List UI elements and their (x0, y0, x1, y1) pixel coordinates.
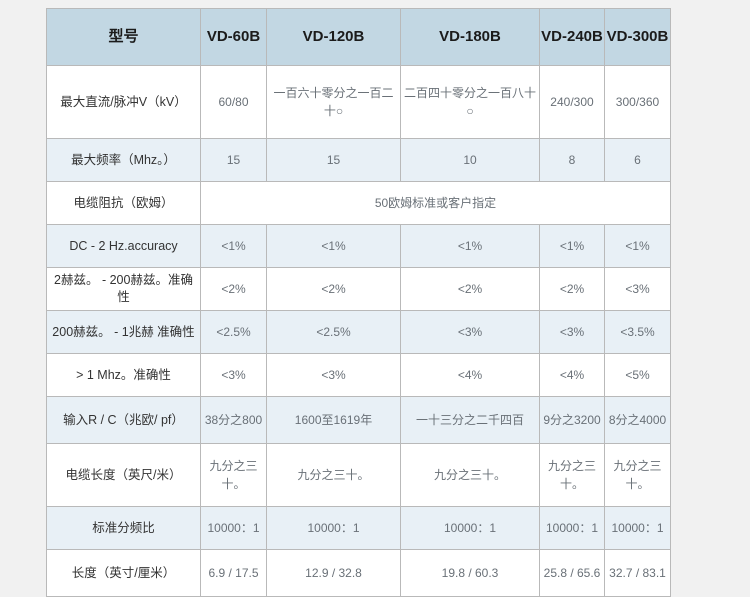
row-label-cell: 电缆阻抗（欧姆） (46, 181, 201, 225)
value-cell: <3% (200, 353, 267, 397)
table-row: 输入R / C（兆欧/ pf） 38分之800 1600至1619年 一十三分之二千四… (46, 396, 671, 444)
value-cell: 九分之三十。 (539, 443, 605, 507)
table-header: 型号 VD-60B VD-120B VD-180B VD-240B VD-300B (46, 8, 671, 66)
value-cell: 10000：1 (400, 506, 540, 550)
header-row: 型号 VD-60B VD-120B VD-180B VD-240B VD-300B (46, 8, 671, 66)
value-cell: 6 (604, 138, 671, 182)
value-cell: 12.9 / 32.8 (266, 549, 401, 597)
value-cell: <2% (539, 267, 605, 311)
row-label-cell: 最大直流/脉冲V（kV） (46, 65, 201, 139)
table-row: 电缆长度（英尺/米） 九分之三十。 九分之三十。 九分之三十。 九分之三十。 九分之三十。 (46, 443, 671, 507)
value-cell: 一百六十零分之一百二十○ (266, 65, 401, 139)
value-cell: 9分之3200 (539, 396, 605, 444)
value-cell: <1% (604, 224, 671, 268)
value-cell: 九分之三十。 (200, 443, 267, 507)
value-cell: 九分之三十。 (604, 443, 671, 507)
table-row: 电缆阻抗（欧姆） 50欧姆标准或客户指定 (46, 181, 671, 225)
row-label-cell: 电缆长度（英尺/米） (46, 443, 201, 507)
value-cell: <3% (400, 310, 540, 354)
value-cell: <1% (539, 224, 605, 268)
value-cell: <3.5% (604, 310, 671, 354)
value-cell: 一十三分之二千四百 (400, 396, 540, 444)
value-cell: 九分之三十。 (266, 443, 401, 507)
header-cell-model: VD-300B (604, 8, 671, 66)
value-cell: 240/300 (539, 65, 605, 139)
value-cell: <1% (400, 224, 540, 268)
row-label-cell: > 1 Mhz。准确性 (46, 353, 201, 397)
value-cell: 300/360 (604, 65, 671, 139)
value-cell: 10000：1 (604, 506, 671, 550)
value-cell: <2% (200, 267, 267, 311)
value-cell: <1% (200, 224, 267, 268)
row-label-cell: 2赫兹。 - 200赫兹。准确性 (46, 267, 201, 311)
value-cell: 10000：1 (266, 506, 401, 550)
value-cell: 九分之三十。 (400, 443, 540, 507)
table-row: 200赫兹。 - 1兆赫 准确性 <2.5% <2.5% <3% <3% <3.5% (46, 310, 671, 354)
row-label-cell: 最大频率（Mhz。） (46, 138, 201, 182)
row-label-cell: 200赫兹。 - 1兆赫 准确性 (46, 310, 201, 354)
value-cell: <1% (266, 224, 401, 268)
row-span-value-cell: 50欧姆标准或客户指定 (200, 181, 671, 225)
header-cell-model: VD-240B (539, 8, 605, 66)
value-cell: <4% (400, 353, 540, 397)
value-cell: 15 (200, 138, 267, 182)
header-cell-model: VD-60B (200, 8, 267, 66)
value-cell: 二百四十零分之一百八十○ (400, 65, 540, 139)
value-cell: <5% (604, 353, 671, 397)
value-cell: 32.7 / 83.1 (604, 549, 671, 597)
table-body: 最大直流/脉冲V（kV） 60/80 一百六十零分之一百二十○ 二百四十零分之一百八十… (46, 65, 671, 597)
value-cell: 25.8 / 65.6 (539, 549, 605, 597)
value-cell: <3% (266, 353, 401, 397)
header-cell-model-label: 型号 (46, 8, 201, 66)
value-cell: <4% (539, 353, 605, 397)
value-cell: <2.5% (266, 310, 401, 354)
table-row: DC - 2 Hz.accuracy <1% <1% <1% <1% <1% (46, 224, 671, 268)
table-row: > 1 Mhz。准确性 <3% <3% <4% <4% <5% (46, 353, 671, 397)
table-row: 标准分频比 10000：1 10000：1 10000：1 10000：1 10000：1 (46, 506, 671, 550)
value-cell: 6.9 / 17.5 (200, 549, 267, 597)
value-cell: <3% (539, 310, 605, 354)
value-cell: 15 (266, 138, 401, 182)
table-row: 2赫兹。 - 200赫兹。准确性 <2% <2% <2% <2% <3% (46, 267, 671, 311)
value-cell: 8 (539, 138, 605, 182)
value-cell: <2.5% (200, 310, 267, 354)
value-cell: 1600至1619年 (266, 396, 401, 444)
value-cell: <2% (400, 267, 540, 311)
header-cell-model: VD-120B (266, 8, 401, 66)
table-row: 长度（英寸/厘米） 6.9 / 17.5 12.9 / 32.8 19.8 / 60.… (46, 549, 671, 597)
value-cell: 19.8 / 60.3 (400, 549, 540, 597)
value-cell: 38分之800 (200, 396, 267, 444)
header-cell-model: VD-180B (400, 8, 540, 66)
row-label-cell: 输入R / C（兆欧/ pf） (46, 396, 201, 444)
table-row: 最大频率（Mhz。） 15 15 10 8 6 (46, 138, 671, 182)
row-label-cell: 长度（英寸/厘米） (46, 549, 201, 597)
product-spec-table: 型号 VD-60B VD-120B VD-180B VD-240B VD-300B 最大直… (46, 8, 671, 597)
row-label-cell: 标准分频比 (46, 506, 201, 550)
table-row: 最大直流/脉冲V（kV） 60/80 一百六十零分之一百二十○ 二百四十零分之一百八十… (46, 65, 671, 139)
row-label-cell: DC - 2 Hz.accuracy (46, 224, 201, 268)
value-cell: <2% (266, 267, 401, 311)
value-cell: 8分之4000 (604, 396, 671, 444)
value-cell: 60/80 (200, 65, 267, 139)
value-cell: 10 (400, 138, 540, 182)
value-cell: 10000：1 (200, 506, 267, 550)
value-cell: <3% (604, 267, 671, 311)
value-cell: 10000：1 (539, 506, 605, 550)
